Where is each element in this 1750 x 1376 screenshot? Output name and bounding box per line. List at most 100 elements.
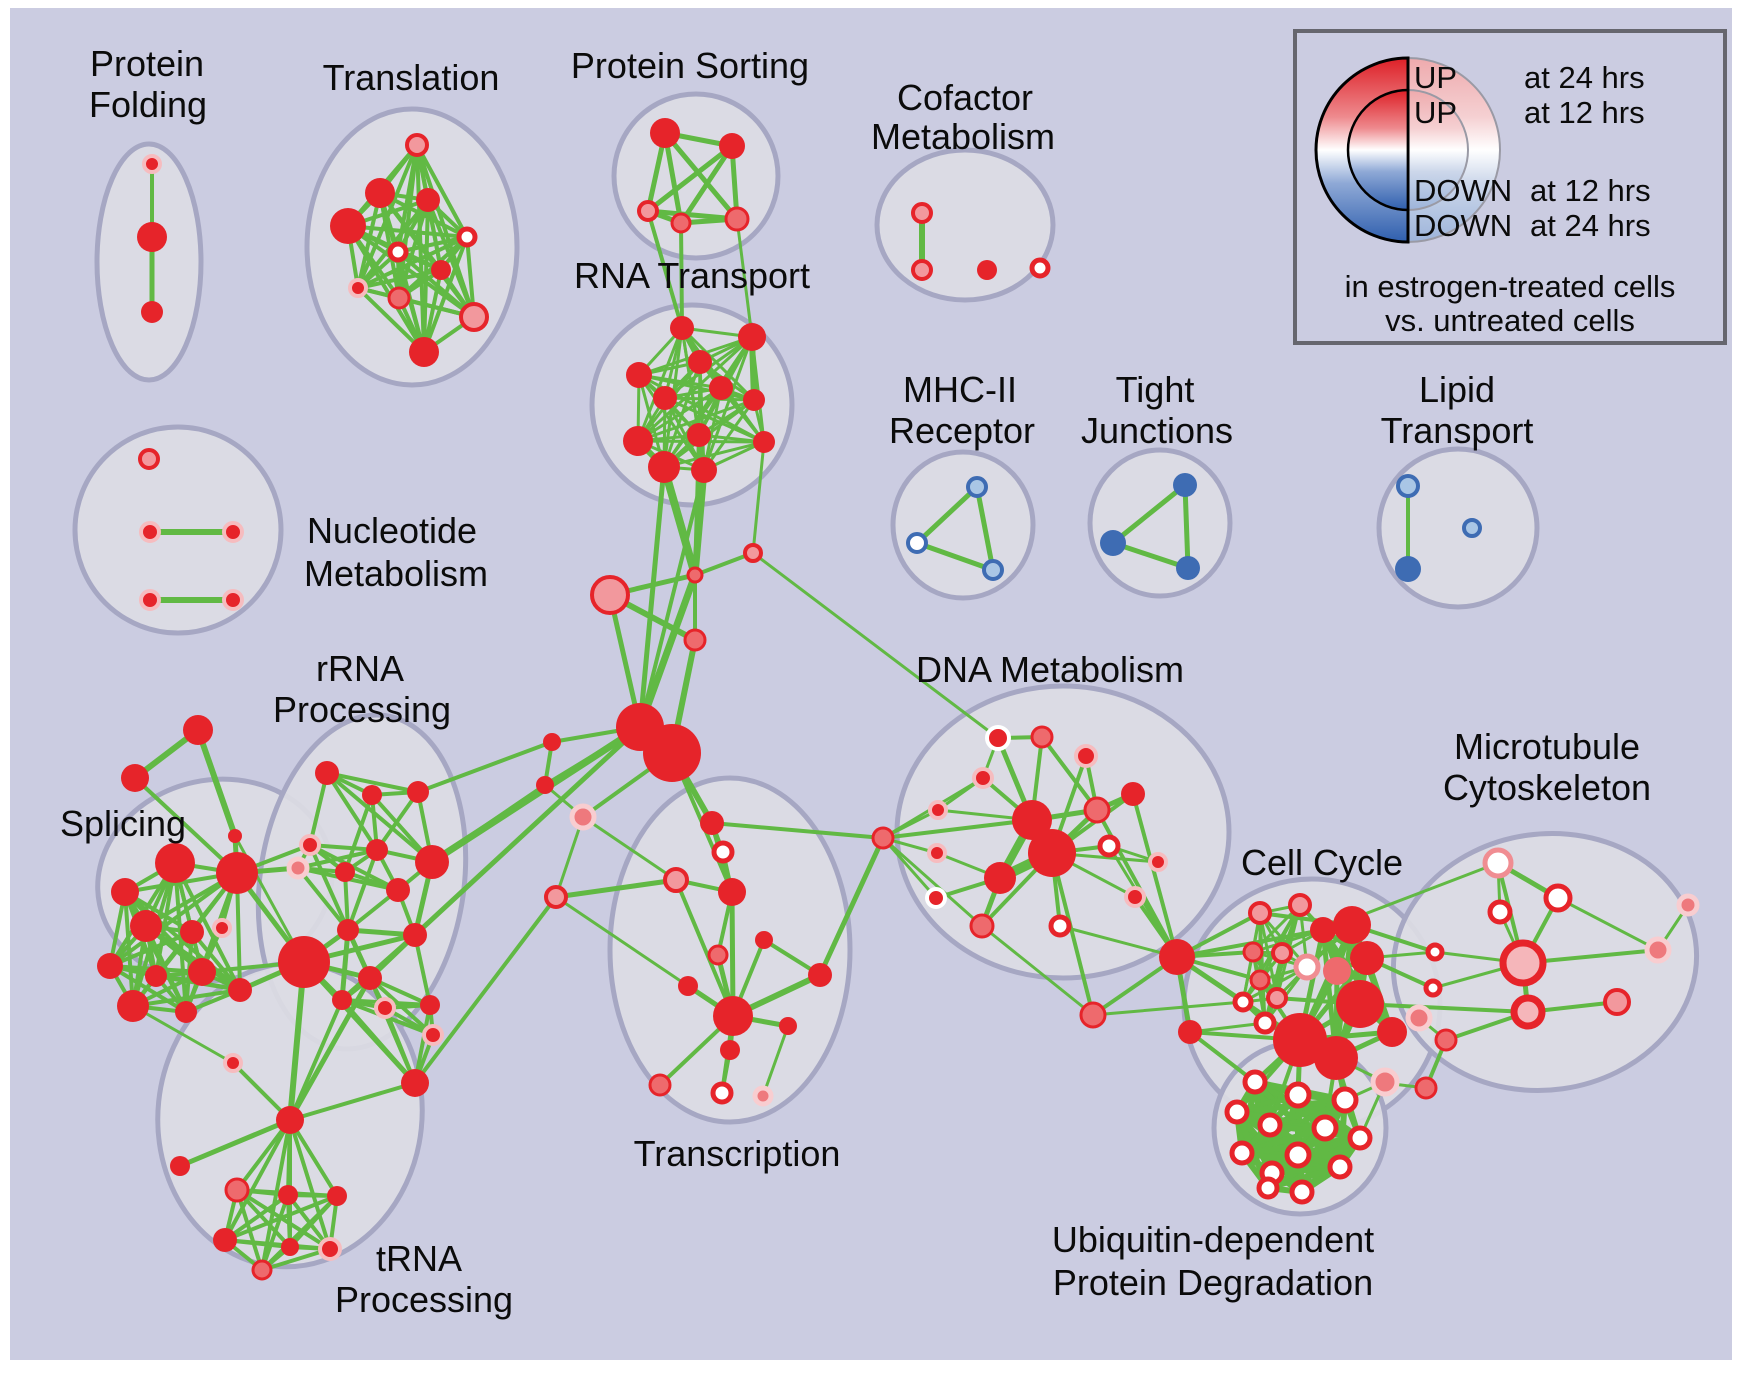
network-edge (223, 1118, 292, 1242)
node-tx8 (808, 963, 832, 987)
cluster-label: Cytoskeleton (1443, 767, 1651, 808)
node-mh3 (982, 559, 1004, 581)
node-mt5 (1499, 939, 1547, 987)
node-cc1 (1248, 901, 1272, 925)
node-dn19 (1079, 1001, 1107, 1029)
node-dn6 (1083, 796, 1111, 824)
node-dn1 (985, 725, 1011, 751)
network-edge (325, 771, 379, 852)
node-cc17 (1377, 1017, 1407, 1047)
cluster-protein-folding (94, 141, 204, 383)
network-edge (287, 959, 307, 1123)
node-rt10 (753, 431, 775, 453)
node-sp6 (212, 918, 232, 938)
network-edge (346, 224, 476, 319)
node-rt2 (738, 323, 766, 351)
node-tx7 (678, 976, 698, 996)
node-nm5 (222, 589, 244, 611)
network-edge (108, 930, 194, 968)
node-rr16 (420, 995, 440, 1015)
node-rr9 (386, 878, 410, 902)
cluster-label: Transcription (634, 1133, 841, 1174)
node-tx10 (779, 1017, 797, 1035)
node-rr14 (332, 990, 352, 1010)
network-edge (1358, 1002, 1530, 1014)
node-rt9 (687, 423, 711, 447)
node-cc14 (1336, 980, 1384, 1028)
node-lp3 (1462, 518, 1482, 538)
node-cf1 (911, 202, 933, 224)
node-mt6 (1423, 978, 1443, 998)
node-cc16 (1314, 1036, 1358, 1080)
node-tr8 (348, 278, 368, 298)
node-ub7 (1347, 1125, 1373, 1151)
node-rr17 (422, 1024, 444, 1046)
node-ub6 (1311, 1114, 1339, 1142)
cluster-lipid-transport (1376, 446, 1540, 610)
node-mt4 (1425, 942, 1445, 962)
cluster-label: Nucleotide (307, 510, 477, 551)
node-nm2 (139, 521, 161, 543)
node-rr7 (366, 839, 388, 861)
node-cc2 (1288, 893, 1312, 917)
network-edge (638, 468, 706, 729)
node-ps3 (637, 200, 659, 222)
node-cc13 (1323, 957, 1351, 985)
network-edge (396, 235, 469, 254)
node-mt2 (1543, 883, 1573, 913)
network-edge (751, 551, 1000, 740)
node-rt12 (691, 457, 717, 483)
network-edge (260, 1193, 290, 1272)
node-cf2 (911, 259, 933, 281)
node-tr6 (387, 241, 409, 263)
legend-down-24-dir: DOWN (1414, 208, 1512, 243)
node-lp2 (1395, 556, 1421, 582)
node-cc11 (1333, 906, 1371, 944)
node-dn5 (928, 800, 948, 820)
node-dn10 (984, 862, 1016, 894)
node-tr4 (330, 208, 366, 244)
network-edge (131, 988, 242, 1008)
node-rr1 (315, 761, 339, 785)
network-edge (974, 484, 996, 573)
network-edge (1058, 924, 1179, 959)
cluster-label: Protein Sorting (571, 45, 809, 86)
legend: UP at 24 hrs UP at 12 hrs DOWN at 12 hrs… (1293, 29, 1727, 345)
cluster-label: Processing (273, 689, 451, 730)
node-dn0 (871, 826, 895, 850)
node-ub14 (1370, 1067, 1400, 1097)
node-dn13 (1148, 852, 1168, 872)
node-rr13 (358, 966, 382, 990)
node-tr2 (365, 178, 395, 208)
network-edge (710, 821, 885, 840)
node-rr12 (403, 923, 427, 947)
network-edge (1556, 896, 1660, 952)
network-edge (817, 835, 886, 978)
node-rr8 (415, 845, 449, 879)
network-edge (325, 771, 434, 864)
network-edge (751, 440, 766, 555)
cluster-label: Microtubule (1454, 726, 1640, 767)
network-edge (288, 998, 344, 1122)
network-edge (416, 740, 554, 794)
node-tn5 (213, 1228, 237, 1252)
network-edge (636, 326, 684, 443)
node-mt1 (1482, 847, 1514, 879)
node-sp5 (180, 920, 204, 944)
node-tn0 (276, 1106, 304, 1134)
node-dn17 (1124, 886, 1146, 908)
network-edge (177, 1117, 293, 1169)
network-edge (1131, 792, 1179, 959)
cluster-tight-junctions (1087, 447, 1233, 599)
network-edge (325, 771, 420, 794)
network-edge (1091, 1000, 1245, 1017)
node-tx3 (663, 867, 689, 893)
network-edge (296, 848, 379, 870)
node-tr7 (431, 260, 451, 280)
legend-semicircle-inner (1346, 88, 1410, 212)
node-tx11 (720, 1040, 740, 1060)
network-edge (1188, 1021, 1267, 1034)
network-edge (346, 224, 469, 239)
network-edge (553, 877, 679, 900)
network-edge (195, 727, 238, 839)
